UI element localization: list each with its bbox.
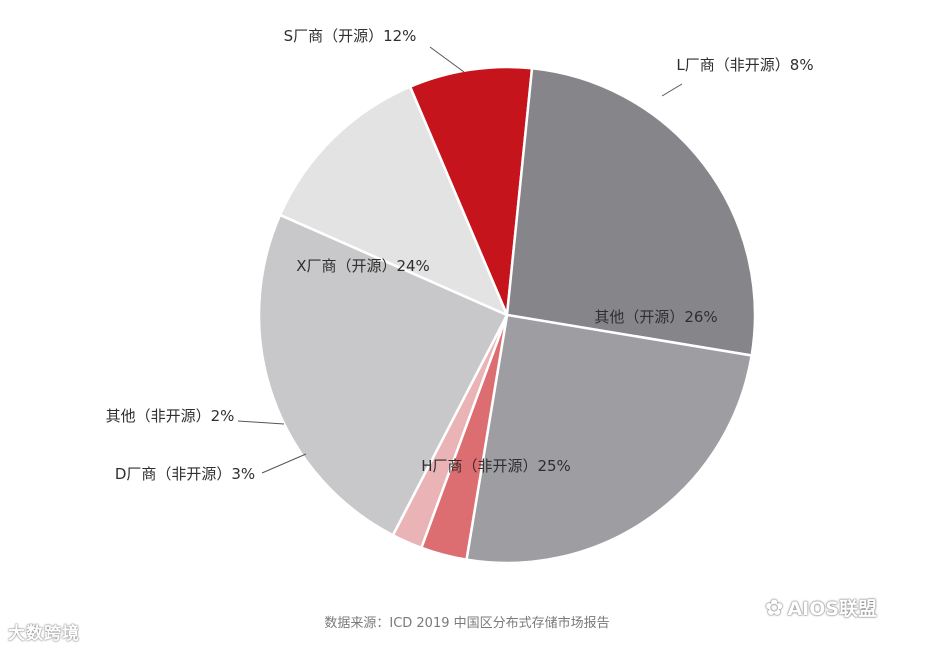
pie-slice: [505, 67, 757, 357]
slice-label: X厂商（开源）24%: [296, 257, 430, 275]
watermark-left: 大数跨境: [8, 624, 80, 644]
pie-slices: [257, 65, 757, 565]
wechat-icon: ✿: [765, 596, 784, 621]
source-note: 数据来源：ICD 2019 中国区分布式存储市场报告: [324, 616, 610, 631]
leader-line: [237, 420, 285, 425]
pie-chart: L厂商（非开源）8% 其他（开源）26% H厂商（非开源）25% D厂商（非开源）3%…: [106, 27, 814, 565]
slice-label: H厂商（非开源）25%: [421, 457, 571, 475]
pie-slice: [278, 85, 509, 317]
slice-label: S厂商（开源）12%: [284, 27, 417, 45]
slice-labels: L厂商（非开源）8% 其他（开源）26% H厂商（非开源）25% D厂商（非开源）3%…: [106, 27, 814, 483]
watermark-right: ✿ AIOS联盟: [765, 594, 877, 621]
slice-label: 其他（开源）26%: [594, 308, 717, 326]
slice-label: 其他（非开源）2%: [106, 407, 235, 425]
leader-line: [661, 83, 683, 97]
pie-slice: [465, 313, 753, 565]
watermark-right-text: AIOS联盟: [787, 598, 878, 620]
slice-label: D厂商（非开源）3%: [115, 465, 255, 483]
leader-lines: [237, 46, 683, 474]
pie-slice: [257, 213, 509, 537]
leader-line: [429, 46, 465, 73]
pie-slice: [408, 65, 534, 317]
leader-line: [261, 453, 307, 474]
slice-label: L厂商（非开源）8%: [676, 56, 813, 74]
